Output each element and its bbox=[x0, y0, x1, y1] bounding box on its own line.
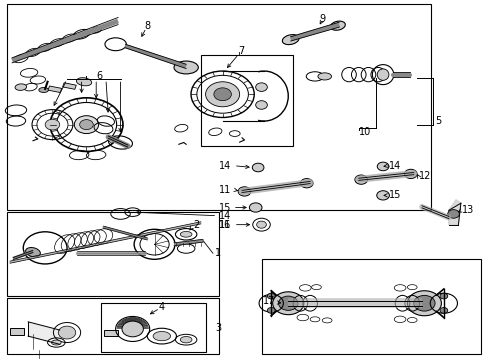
Bar bbox=[201, 55, 292, 146]
Text: 6: 6 bbox=[96, 71, 102, 81]
Bar bbox=[7, 298, 218, 354]
Ellipse shape bbox=[180, 231, 192, 237]
Circle shape bbox=[272, 292, 303, 315]
Ellipse shape bbox=[330, 21, 345, 30]
Circle shape bbox=[255, 83, 267, 91]
Circle shape bbox=[252, 163, 264, 172]
Circle shape bbox=[278, 296, 297, 310]
Text: 9: 9 bbox=[319, 14, 325, 23]
Text: 5: 5 bbox=[435, 116, 441, 126]
Ellipse shape bbox=[51, 340, 61, 345]
Circle shape bbox=[122, 321, 143, 337]
Text: 3: 3 bbox=[215, 323, 221, 333]
Circle shape bbox=[45, 119, 60, 130]
Text: 15: 15 bbox=[388, 190, 401, 201]
Circle shape bbox=[249, 203, 262, 212]
Ellipse shape bbox=[153, 332, 170, 341]
Bar bbox=[261, 258, 480, 354]
Ellipse shape bbox=[376, 69, 388, 80]
Ellipse shape bbox=[91, 27, 102, 33]
Text: 15: 15 bbox=[218, 203, 231, 212]
Bar bbox=[62, 83, 76, 89]
Circle shape bbox=[447, 210, 458, 218]
Circle shape bbox=[74, 116, 99, 134]
Circle shape bbox=[205, 82, 239, 107]
Text: 11: 11 bbox=[218, 220, 230, 230]
Circle shape bbox=[255, 101, 267, 109]
Circle shape bbox=[80, 120, 93, 130]
Circle shape bbox=[413, 296, 434, 311]
Bar bbox=[7, 212, 218, 296]
Circle shape bbox=[300, 179, 312, 188]
Ellipse shape bbox=[282, 35, 299, 45]
Circle shape bbox=[238, 187, 250, 196]
Bar bbox=[48, 86, 61, 93]
Circle shape bbox=[376, 162, 388, 171]
Circle shape bbox=[439, 293, 447, 299]
Ellipse shape bbox=[317, 73, 331, 80]
Text: 10: 10 bbox=[358, 127, 370, 137]
Text: 8: 8 bbox=[144, 21, 151, 31]
Bar bbox=[101, 303, 205, 352]
Circle shape bbox=[439, 307, 447, 313]
Circle shape bbox=[58, 326, 76, 339]
Polygon shape bbox=[448, 200, 460, 225]
Text: 14: 14 bbox=[388, 161, 401, 171]
Circle shape bbox=[256, 221, 266, 228]
Text: 17: 17 bbox=[263, 296, 275, 306]
Ellipse shape bbox=[76, 78, 92, 86]
Circle shape bbox=[404, 169, 416, 179]
Circle shape bbox=[407, 291, 441, 316]
Text: 13: 13 bbox=[461, 205, 474, 215]
Text: 12: 12 bbox=[418, 171, 430, 181]
Text: 7: 7 bbox=[238, 46, 244, 56]
Text: 1: 1 bbox=[215, 248, 221, 258]
Circle shape bbox=[354, 175, 367, 184]
Ellipse shape bbox=[15, 84, 26, 90]
Ellipse shape bbox=[180, 337, 192, 343]
Text: 14: 14 bbox=[218, 211, 230, 221]
Text: 16: 16 bbox=[218, 220, 230, 230]
Text: 4: 4 bbox=[158, 302, 164, 312]
Text: 14: 14 bbox=[218, 161, 230, 171]
Circle shape bbox=[213, 88, 231, 101]
Bar bbox=[7, 4, 430, 210]
Bar bbox=[10, 328, 24, 335]
Ellipse shape bbox=[25, 248, 41, 257]
Text: 2: 2 bbox=[193, 220, 199, 230]
Circle shape bbox=[267, 307, 275, 313]
Text: 11: 11 bbox=[218, 185, 230, 195]
Ellipse shape bbox=[39, 87, 48, 93]
Bar bbox=[104, 330, 118, 336]
Circle shape bbox=[267, 293, 275, 299]
Circle shape bbox=[376, 191, 388, 200]
Ellipse shape bbox=[174, 61, 198, 74]
